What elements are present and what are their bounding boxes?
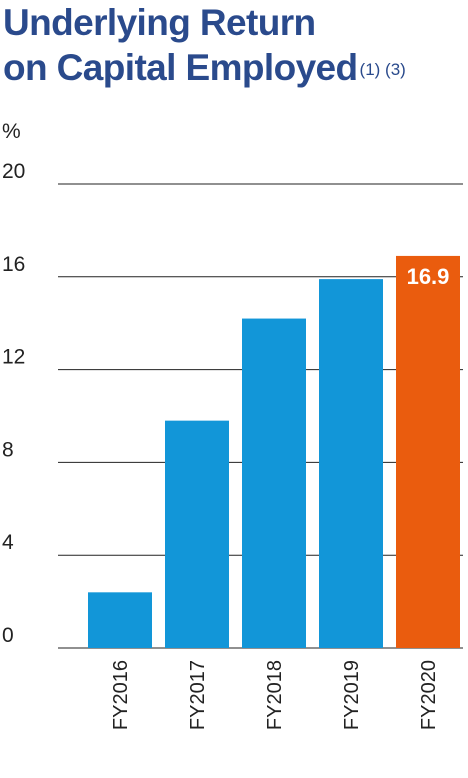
x-category-label: FY2018 [264, 660, 286, 730]
x-axis-categories: FY2016 FY2017 FY2018 FY2019 FY2020 [110, 660, 440, 730]
x-category-label: FY2019 [341, 660, 363, 730]
bars [88, 255, 460, 649]
data-label-fy2020: 16.9 [407, 264, 450, 289]
title-line-1: Underlying Return [3, 2, 316, 43]
bar-fy2019 [319, 279, 383, 648]
x-category-label: FY2016 [110, 660, 132, 730]
x-category-label: FY2020 [418, 660, 440, 730]
y-tick-label: 16 [2, 253, 25, 276]
bar-fy2016 [88, 592, 152, 648]
data-labels: 16.9 [407, 264, 450, 289]
title-line-2: on Capital Employed [3, 47, 358, 88]
bar-fy2020 [396, 255, 460, 649]
y-axis-ticks: 0 4 8 12 16 20 [2, 160, 25, 647]
y-tick-label: 4 [2, 531, 14, 554]
y-tick-label: 0 [2, 624, 14, 647]
chart-title: Underlying Return on Capital Employed (1)… [3, 0, 406, 90]
y-tick-label: 20 [2, 160, 25, 183]
y-tick-label: 12 [2, 346, 25, 369]
bar-fy2017 [165, 420, 229, 648]
y-tick-label: 8 [2, 438, 14, 461]
title-footnotes: (1) (3) [359, 60, 406, 79]
bar-fy2018 [242, 318, 306, 648]
y-axis-unit-label: % [2, 120, 21, 143]
x-category-label: FY2017 [187, 660, 209, 730]
